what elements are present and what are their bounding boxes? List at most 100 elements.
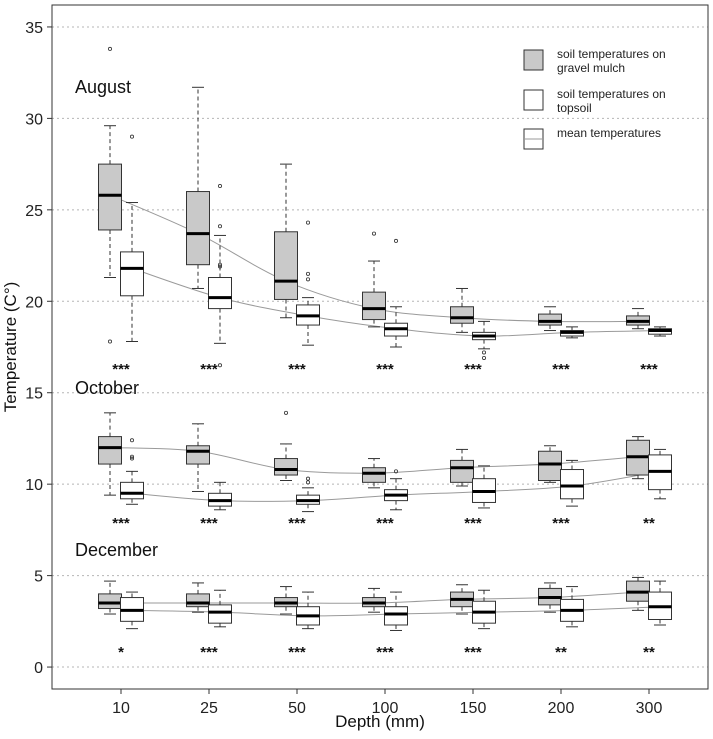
box-topsoil xyxy=(384,469,408,511)
outlier-point xyxy=(217,262,222,267)
x-tick-label: 100 xyxy=(372,700,399,717)
outlier-point xyxy=(108,339,113,344)
significance-label: *** xyxy=(464,361,482,378)
box-iqr xyxy=(208,604,232,624)
outlier-point xyxy=(481,350,486,355)
significance-label: *** xyxy=(464,515,482,532)
box-topsoil xyxy=(208,481,232,511)
outlier-point xyxy=(217,184,222,189)
box-topsoil xyxy=(296,220,320,346)
box-topsoil xyxy=(208,589,232,628)
box-topsoil xyxy=(648,580,672,626)
y-tick-label: 5 xyxy=(34,569,43,586)
outlier-point xyxy=(283,410,288,415)
box-gravel xyxy=(626,436,650,480)
month-label: December xyxy=(75,540,158,560)
box-gravel xyxy=(538,445,562,483)
box-iqr xyxy=(274,458,298,476)
box-gravel xyxy=(538,582,562,613)
legend-label: mean temperatures xyxy=(557,126,661,140)
annotations: August*** *** *** *** *** *** ***October*** ***… xyxy=(75,77,658,661)
box-iqr xyxy=(186,445,210,465)
significance-label: *** xyxy=(464,644,482,661)
plot-frame xyxy=(51,4,709,690)
significance-label: *** xyxy=(288,515,306,532)
significance-label: *** xyxy=(288,644,306,661)
box-topsoil xyxy=(560,586,584,628)
box-iqr xyxy=(120,481,144,500)
legend-swatch xyxy=(523,49,544,71)
box-topsoil xyxy=(560,459,584,507)
outlier-point xyxy=(108,46,113,51)
box-topsoil xyxy=(296,476,320,513)
box-gravel xyxy=(186,86,210,289)
box-iqr xyxy=(208,277,232,310)
outlier-point xyxy=(371,231,376,236)
significance-label: *** xyxy=(112,361,130,378)
box-iqr xyxy=(560,469,584,500)
box-topsoil xyxy=(120,134,144,343)
box-iqr xyxy=(98,436,122,465)
box-gravel xyxy=(274,410,298,482)
box-topsoil xyxy=(120,591,144,630)
box-iqr xyxy=(120,251,144,297)
significance-label: * xyxy=(118,644,124,661)
box-iqr xyxy=(450,459,474,483)
outlier-point xyxy=(393,238,398,243)
month-label: August xyxy=(75,77,131,97)
outlier-point xyxy=(129,134,134,139)
y-tick-label: 20 xyxy=(25,294,43,311)
significance-label: ** xyxy=(643,644,655,661)
box-gravel xyxy=(98,46,122,344)
box-iqr xyxy=(450,306,474,324)
significance-label: *** xyxy=(552,515,570,532)
box-topsoil xyxy=(560,326,584,339)
axes: 0 5 10 15 20 25 30 35 10 25 50 100 150 200 300 xyxy=(25,20,662,717)
y-tick-label: 35 xyxy=(25,20,43,37)
outlier-point xyxy=(305,476,310,481)
box-iqr xyxy=(274,231,298,300)
box-topsoil xyxy=(384,591,408,631)
outlier-point xyxy=(305,220,310,225)
boxplots xyxy=(98,46,672,631)
significance-label: *** xyxy=(376,515,394,532)
legend-label: topsoil xyxy=(557,101,592,115)
outlier-point xyxy=(129,456,134,461)
box-gravel xyxy=(274,163,298,319)
y-tick-label: 15 xyxy=(25,386,43,403)
legend-item-mean: mean temperatures xyxy=(523,126,661,150)
box-gravel xyxy=(362,458,386,489)
outlier-point xyxy=(129,454,134,459)
box-topsoil xyxy=(208,184,232,368)
outlier-point xyxy=(393,469,398,474)
x-axis-title: Depth (mm) xyxy=(335,712,425,731)
outlier-point xyxy=(217,224,222,229)
box-iqr xyxy=(362,291,386,321)
significance-label: ** xyxy=(643,515,655,532)
outlier-point xyxy=(217,363,222,368)
box-gravel xyxy=(186,582,210,613)
box-iqr xyxy=(186,191,210,266)
box-topsoil xyxy=(120,438,144,505)
box-gravel xyxy=(626,576,650,611)
significance-label: *** xyxy=(200,361,218,378)
outlier-point xyxy=(217,264,222,269)
box-topsoil xyxy=(384,238,408,348)
box-iqr xyxy=(98,163,122,231)
box-gravel xyxy=(362,231,386,328)
box-gravel xyxy=(450,448,474,487)
box-gravel xyxy=(450,584,474,615)
significance-label: *** xyxy=(376,644,394,661)
box-iqr xyxy=(362,467,386,483)
box-topsoil xyxy=(472,589,496,630)
y-axis-title: Temperature (C°) xyxy=(1,282,20,413)
box-gravel xyxy=(186,423,210,492)
y-tick-label: 30 xyxy=(25,111,43,128)
x-tick-label: 10 xyxy=(112,700,130,717)
legend-swatch xyxy=(523,89,544,111)
box-topsoil xyxy=(648,326,672,337)
